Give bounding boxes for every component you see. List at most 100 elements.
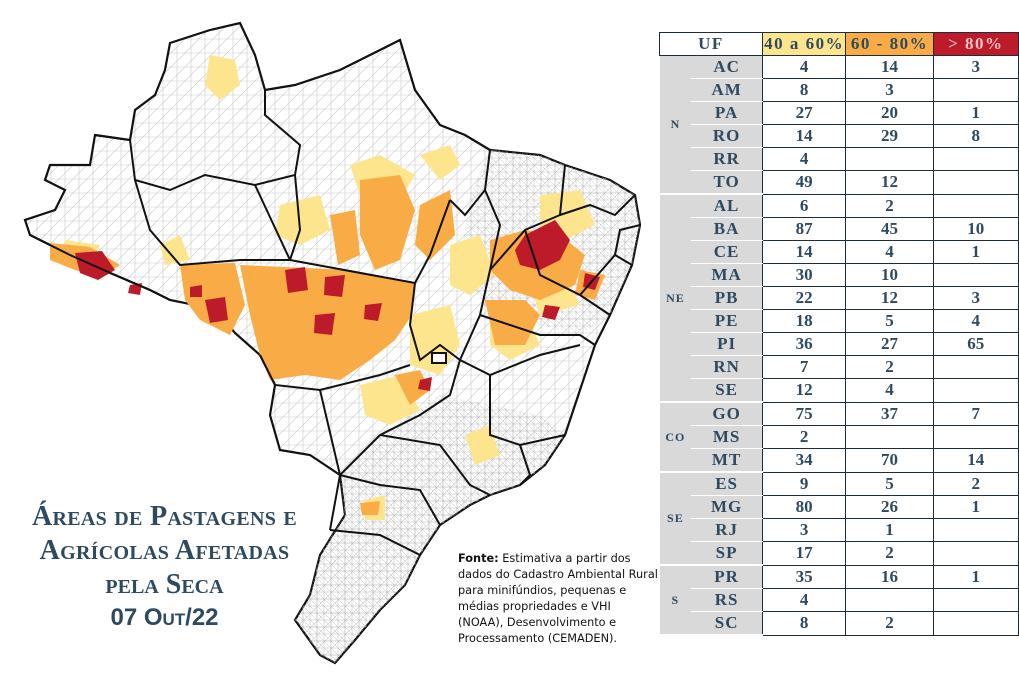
drought-table: UF 40 a 60% 60 - 80% > 80% N AC 4 14 3 AM 8 3 PA… <box>659 32 1019 636</box>
value-gt-80: 4 <box>932 309 1019 333</box>
value-60-80: 4 <box>845 378 934 403</box>
value-40-60: 12 <box>761 378 847 403</box>
value-gt-80 <box>932 170 1019 195</box>
table-row: S PR 35 16 1 <box>659 564 1019 636</box>
value-40-60: 18 <box>761 309 847 333</box>
value-40-60: 22 <box>761 286 847 310</box>
value-40-60: 4 <box>761 588 847 612</box>
value-60-80: 1 <box>845 518 934 542</box>
header-40-60: 40 a 60% <box>761 32 847 56</box>
state-cell: PA <box>691 101 763 125</box>
value-gt-80: 3 <box>932 55 1019 79</box>
value-40-60: 34 <box>761 448 847 473</box>
table-row: AM 8 3 <box>660 78 1019 102</box>
table-row: MA 30 10 <box>660 263 1019 287</box>
table-row: MT 34 70 14 <box>660 448 1019 473</box>
title-date: 07 Out/22 <box>110 604 219 631</box>
source-note: Fonte: Estimativa a partir dos dados do … <box>458 551 658 647</box>
table-row: RS 4 <box>660 588 1019 612</box>
value-gt-80 <box>932 518 1019 542</box>
title-line-3: pela Seca <box>105 569 224 600</box>
value-gt-80 <box>932 588 1019 612</box>
value-60-80: 29 <box>845 124 934 148</box>
state-cell: RN <box>691 355 763 379</box>
value-gt-80 <box>932 78 1019 102</box>
table-row: SP 17 2 <box>660 541 1019 566</box>
state-borders <box>29 90 641 556</box>
value-gt-80: 10 <box>932 217 1019 241</box>
value-40-60: 8 <box>761 78 847 102</box>
class-60-80-areas <box>50 175 605 515</box>
state-cell: MS <box>691 425 763 449</box>
value-40-60: 36 <box>761 332 847 356</box>
state-cell: RR <box>691 147 763 171</box>
table-row: PI 36 27 65 <box>660 332 1019 356</box>
distrito-federal <box>431 352 447 364</box>
table-row: RN 7 2 <box>660 355 1019 379</box>
state-cell: AM <box>691 78 763 102</box>
value-gt-80: 1 <box>932 495 1019 519</box>
state-cell: SC <box>691 611 763 636</box>
state-cell: PR <box>691 564 763 589</box>
value-gt-80: 3 <box>932 286 1019 310</box>
value-60-80: 10 <box>845 263 934 287</box>
value-40-60: 75 <box>761 401 847 426</box>
value-40-60: 7 <box>761 355 847 379</box>
state-cell: TO <box>691 170 763 195</box>
table-row: SE 12 4 <box>660 378 1019 403</box>
value-60-80: 5 <box>845 309 934 333</box>
region-label: N <box>659 55 692 195</box>
region-label: NE <box>659 194 692 403</box>
table-row: PB 22 12 3 <box>660 286 1019 310</box>
table-row: RJ 3 1 <box>660 518 1019 542</box>
value-40-60: 8 <box>761 611 847 636</box>
value-60-80: 14 <box>845 55 934 79</box>
table-row: SC 8 2 <box>660 611 1019 636</box>
state-cell: PI <box>691 332 763 356</box>
value-40-60: 6 <box>761 193 847 218</box>
value-60-80: 16 <box>845 564 934 589</box>
table-header-row: UF 40 a 60% 60 - 80% > 80% <box>659 32 1019 56</box>
state-cell: MT <box>691 448 763 473</box>
value-40-60: 3 <box>761 518 847 542</box>
value-60-80 <box>845 147 934 171</box>
value-40-60: 49 <box>761 170 847 195</box>
state-cell: PE <box>691 309 763 333</box>
state-cell: RJ <box>691 518 763 542</box>
state-cell: AC <box>691 55 763 79</box>
value-gt-80: 1 <box>932 564 1019 589</box>
value-gt-80 <box>932 378 1019 403</box>
region-label: CO <box>659 402 692 473</box>
value-60-80: 3 <box>845 78 934 102</box>
value-60-80: 2 <box>845 611 934 636</box>
value-60-80: 70 <box>845 448 934 473</box>
value-60-80: 26 <box>845 495 934 519</box>
value-gt-80 <box>932 193 1019 218</box>
title-line-1: Áreas de Pastagens e <box>31 501 298 532</box>
source-text: Estimativa a partir dos dados do Cadastr… <box>458 552 658 645</box>
table-row: TO 49 12 <box>660 170 1019 195</box>
value-60-80: 12 <box>845 170 934 195</box>
state-cell: MA <box>691 263 763 287</box>
state-cell: CE <box>691 240 763 264</box>
value-40-60: 2 <box>761 425 847 449</box>
value-60-80: 20 <box>845 101 934 125</box>
region-label: S <box>659 565 692 636</box>
value-gt-80 <box>932 263 1019 287</box>
municipality-count-table: UF 40 a 60% 60 - 80% > 80% N AC 4 14 3 AM 8 3 PA… <box>659 32 1019 636</box>
table-row: MG 80 26 1 <box>660 495 1019 519</box>
value-gt-80 <box>932 355 1019 379</box>
value-gt-80: 1 <box>932 101 1019 125</box>
value-gt-80 <box>932 425 1019 449</box>
brazil-map-svg <box>23 21 642 665</box>
value-40-60: 14 <box>761 240 847 264</box>
value-gt-80 <box>932 611 1019 636</box>
state-cell: ES <box>691 471 763 496</box>
value-40-60: 30 <box>761 263 847 287</box>
value-60-80: 37 <box>845 401 934 426</box>
value-gt-80 <box>932 541 1019 566</box>
value-60-80: 45 <box>845 217 934 241</box>
header-gt-80: > 80% <box>932 32 1019 56</box>
value-40-60: 4 <box>761 55 847 79</box>
map-title: Áreas de Pastagens e Agrícolas Afetadas … <box>22 500 307 634</box>
